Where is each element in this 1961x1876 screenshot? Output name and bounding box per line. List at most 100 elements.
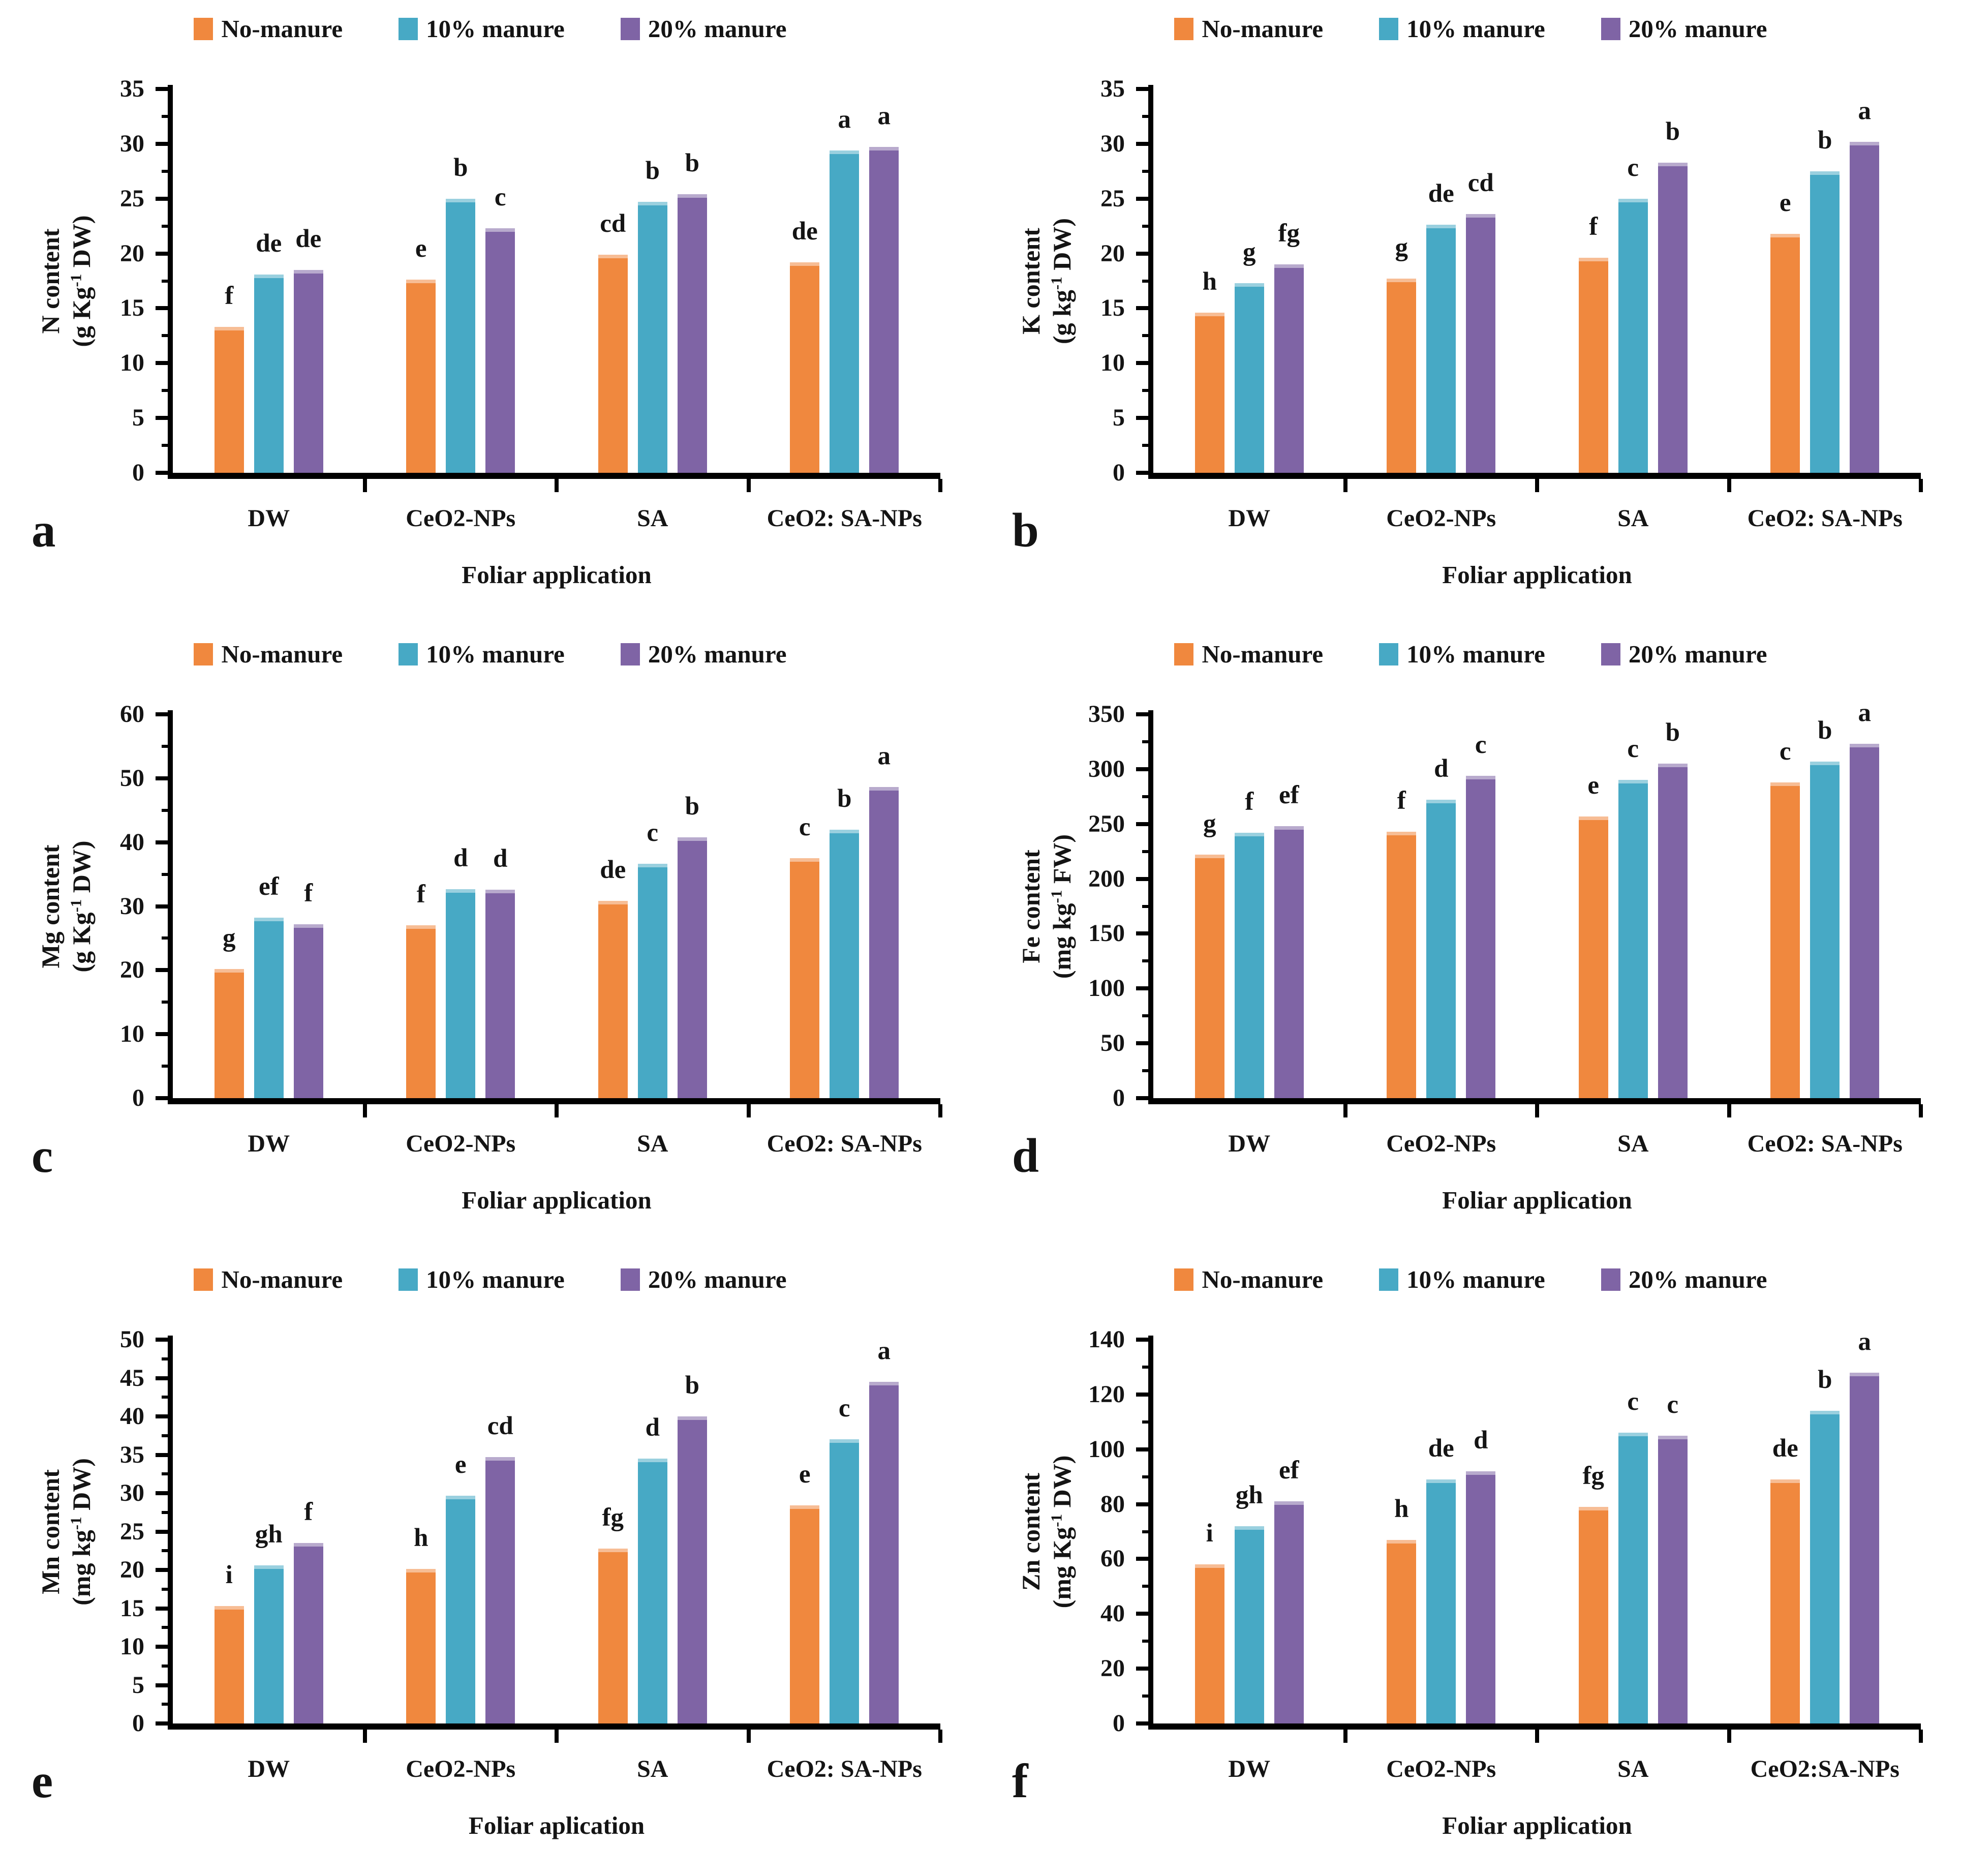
legend-c: No-manure 10% manure 20% manure [0,640,980,669]
significance-letter: c [1627,1387,1639,1416]
significance-letter: b [685,1371,699,1400]
x-tick [1919,479,1923,492]
legend-f: No-manure 10% manure 20% manure [980,1265,1961,1294]
y-tick-label: 0 [1113,1084,1125,1111]
y-axis-line [1148,710,1153,1104]
bar-CeO2SANPs-20pct [1850,744,1880,1098]
y-major-tick [156,1414,168,1418]
x-axis-line [1148,473,1921,479]
bar-top-highlight [1578,1506,1608,1510]
x-category-label: DW [1228,1130,1271,1157]
legend-item: 20% manure [1601,640,1767,669]
y-major-tick [156,141,168,146]
bar-top-highlight [1426,225,1456,229]
x-category-label: DW [248,1756,290,1782]
bar-SA-no-manure [598,901,628,1098]
bar-top-highlight [637,864,667,868]
bar-SA-no-manure [598,1548,628,1723]
x-category-label: SA [1617,505,1649,532]
bar-top-highlight [598,901,628,905]
y-minor-tick [1142,740,1148,743]
bar-top-highlight [1618,780,1648,784]
y-minor-tick [162,1357,168,1360]
y-tick-label: 50 [1100,1030,1125,1057]
bar-top-highlight [406,1569,436,1573]
y-major-tick [1136,1338,1148,1342]
y-major-tick [1136,931,1148,936]
bar-top-highlight [1387,279,1417,283]
y-tick-label: 20 [120,1556,144,1583]
legend-swatch-20-manure [1601,643,1620,665]
y-major-tick [156,712,168,716]
bar-top-highlight [637,202,667,206]
significance-letter: fg [1278,219,1300,248]
y-minor-tick [162,936,168,940]
legend-swatch-no-manure [1174,643,1194,665]
bar-SA-10pct [1618,780,1648,1098]
y-major-tick [1136,251,1148,256]
bar-top-highlight [1466,775,1496,779]
bar-top-highlight [1426,800,1456,804]
bar-top-highlight [1850,1372,1880,1376]
significance-letter: de [600,856,626,885]
significance-letter: ef [1278,781,1299,810]
legend-swatch-10-manure [1379,1268,1399,1291]
y-tick-label: 0 [132,1710,144,1737]
significance-letter: a [1858,699,1872,728]
y-tick-label: 300 [1088,755,1125,782]
legend-item: 20% manure [620,1265,787,1294]
bar-top-highlight [1234,1526,1264,1530]
significance-letter: e [415,234,427,263]
legend-swatch-no-manure [1174,17,1194,40]
x-tick [1343,1730,1347,1743]
y-major-tick [156,1683,168,1687]
legend-a: No-manure 10% manure 20% manure [0,14,980,43]
x-axis-title: Foliar application [1442,561,1632,589]
significance-letter: b [453,153,468,182]
bar-top-highlight [790,858,820,862]
chart-b: 0 5 10 15 20 25 30 35 DW h g fg CeO2-NPs g de cd SA f c b Ce… [980,0,1961,625]
bar-top-highlight [1810,171,1840,175]
panel-letter-b: b [1012,503,1039,557]
bar-DW-no-manure [214,969,244,1098]
x-category-label: CeO2-NPs [406,1130,516,1157]
bar-top-highlight [1770,782,1800,786]
y-minor-tick [162,744,168,748]
significance-letter: f [304,879,313,907]
y-tick-label: 30 [120,130,144,157]
y-tick-label: 20 [120,956,144,984]
y-minor-tick [1142,279,1148,283]
bar-top-highlight [1194,855,1224,859]
significance-letter: cd [1467,168,1494,197]
x-category-label: CeO2: SA-NPs [767,1130,922,1157]
x-tick [1919,1104,1923,1117]
panel-d: No-manure 10% manure 20% manure 0 50 100 150 2… [980,625,1961,1251]
bar-CeO2NPs-20pct [485,228,515,473]
bar-CeO2NPs-20pct [485,889,515,1098]
y-tick-label: 120 [1088,1380,1125,1408]
significance-letter: b [685,149,699,178]
bar-top-highlight [869,147,899,151]
x-tick [1919,1730,1923,1743]
x-category-label: CeO2: SA-NPs [767,505,922,532]
x-tick [555,1104,559,1117]
legend-label: 10% manure [426,640,565,668]
legend-swatch-no-manure [194,1268,213,1291]
bar-top-highlight [485,228,515,232]
y-minor-tick [162,169,168,173]
bar-top-highlight [830,829,860,833]
y-major-tick [156,1721,168,1726]
y-tick-label: 0 [132,459,144,486]
y-axis-line [1148,85,1153,479]
y-tick-label: 25 [120,185,144,212]
significance-letter: d [1434,754,1449,783]
y-tick-label: 15 [120,1594,144,1622]
legend-item: 10% manure [1379,14,1545,43]
significance-letter: g [1203,809,1216,838]
legend-e: No-manure 10% manure 20% manure [0,1265,980,1294]
y-minor-tick [1142,1475,1148,1478]
significance-letter: d [453,843,468,872]
legend-item: 20% manure [1601,1265,1767,1294]
bar-top-highlight [1234,832,1264,836]
significance-letter: b [1665,117,1680,146]
